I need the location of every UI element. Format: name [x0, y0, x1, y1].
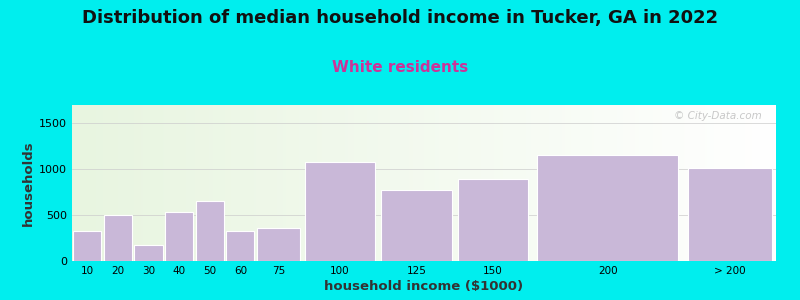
Bar — [196, 201, 224, 261]
Bar — [688, 168, 772, 261]
Text: © City-Data.com: © City-Data.com — [674, 111, 762, 121]
Bar — [381, 190, 451, 261]
Y-axis label: households: households — [22, 140, 35, 226]
Bar — [305, 162, 375, 261]
Text: White residents: White residents — [332, 60, 468, 75]
Bar — [226, 231, 254, 261]
Bar — [538, 155, 678, 261]
Bar — [134, 245, 162, 261]
X-axis label: household income ($1000): household income ($1000) — [325, 280, 523, 293]
Bar — [104, 215, 132, 261]
Bar — [165, 212, 194, 261]
Bar — [258, 228, 300, 261]
Text: Distribution of median household income in Tucker, GA in 2022: Distribution of median household income … — [82, 9, 718, 27]
Bar — [74, 231, 102, 261]
Bar — [458, 179, 528, 261]
